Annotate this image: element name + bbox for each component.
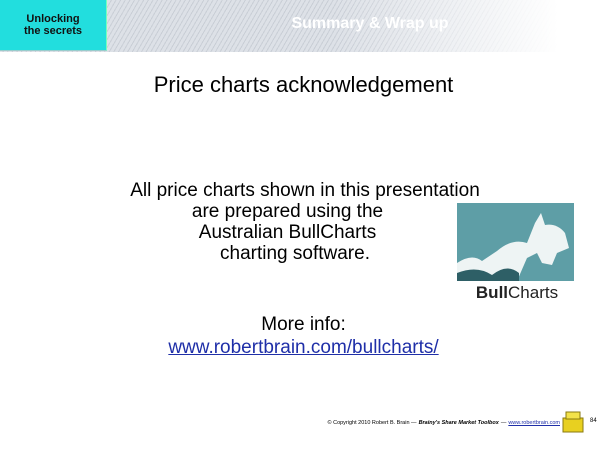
section-title: Summary & Wrap up <box>291 15 449 32</box>
icon-lid <box>565 411 581 420</box>
icon-box <box>562 417 584 433</box>
footer: © Copyright 2010 Robert B. Brain — Brainy… <box>230 420 560 426</box>
logo-rest: Charts <box>508 283 559 302</box>
more-info-link[interactable]: www.robertbrain.com/bullcharts/ <box>168 337 439 358</box>
body-line: charting software. <box>220 243 370 264</box>
toolbox-icon <box>562 411 584 433</box>
slide-title: Price charts acknowledgement <box>153 72 454 97</box>
body-line: Australian BullCharts <box>198 222 377 243</box>
badge: Unlocking the secrets <box>0 0 107 51</box>
more-info: More info: <box>261 314 346 335</box>
footer-url[interactable]: www.robertbrain.com <box>508 420 560 426</box>
book-title: Brainy's Share Market Toolbox <box>418 420 499 426</box>
page-number: 84 <box>590 418 597 424</box>
logo-bull <box>457 213 569 281</box>
badge-line: the secrets <box>23 25 83 37</box>
badge-line: Unlocking <box>26 13 80 25</box>
body-line: All price charts shown in this presentat… <box>130 180 480 201</box>
separator: — <box>500 420 507 426</box>
logo-text: BullCharts <box>457 283 577 303</box>
logo-bold: Bull <box>475 283 509 302</box>
body-line: are prepared using the <box>191 201 384 222</box>
copyright: © Copyright 2010 Robert B. Brain — <box>327 420 417 426</box>
logo-graphic <box>457 203 574 281</box>
logo-shadow <box>457 268 519 281</box>
